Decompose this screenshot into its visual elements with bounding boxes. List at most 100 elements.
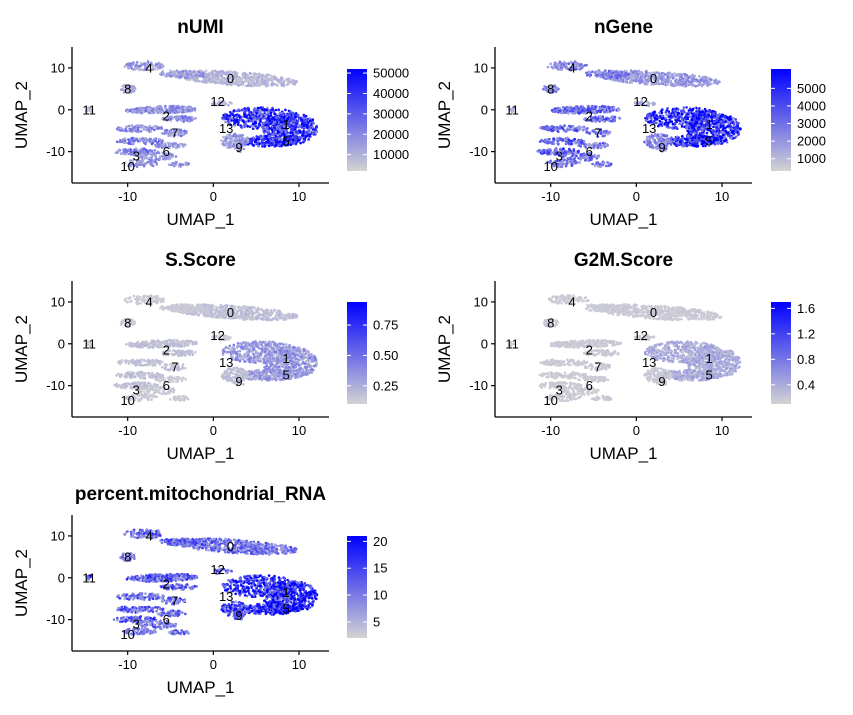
cell-point <box>177 165 181 168</box>
cell-point <box>291 111 295 115</box>
cell-point <box>217 77 220 80</box>
cell-point <box>592 146 596 150</box>
cell-point <box>605 164 608 168</box>
cell-point <box>149 137 152 141</box>
cell-point <box>135 124 138 128</box>
cell-point <box>579 141 582 144</box>
cell-point <box>273 77 276 81</box>
cell-point <box>700 84 704 88</box>
cell-point <box>571 128 575 132</box>
cell-point <box>246 137 249 140</box>
cell-point <box>666 72 670 75</box>
cell-point <box>542 87 545 91</box>
cell-point <box>270 75 274 78</box>
cell-point <box>156 65 160 68</box>
cluster-label: 9 <box>235 140 242 155</box>
cell-point <box>258 142 261 145</box>
cell-point <box>244 139 247 143</box>
cell-point <box>678 115 681 119</box>
cell-point <box>291 81 294 85</box>
cell-point <box>248 125 252 129</box>
cell-point <box>280 83 284 87</box>
cell-point <box>281 79 285 83</box>
cell-point <box>554 62 558 65</box>
cell-point <box>213 78 217 81</box>
cluster-label: 0 <box>227 71 234 86</box>
cell-point <box>572 153 575 156</box>
cell-point <box>274 108 278 112</box>
cell-point <box>576 64 580 67</box>
cell-point <box>300 119 303 123</box>
cell-point <box>620 70 624 74</box>
cell-point <box>581 109 584 112</box>
cell-point <box>171 116 175 120</box>
cell-point <box>187 76 191 80</box>
cell-point <box>307 121 310 124</box>
cell-point <box>244 110 248 113</box>
cell-point <box>258 72 261 76</box>
cell-point <box>572 148 576 151</box>
cell-point <box>157 151 161 155</box>
cell-point <box>625 75 629 78</box>
cell-point <box>261 145 264 148</box>
cell-point <box>238 115 242 119</box>
cell-point <box>269 143 273 147</box>
cell-point <box>618 74 622 78</box>
cell-point <box>255 84 258 87</box>
cell-point <box>609 109 612 113</box>
cell-point <box>175 69 179 72</box>
cell-point <box>593 71 597 74</box>
cell-point <box>658 111 661 115</box>
cell-point <box>698 75 701 78</box>
cell-point <box>683 78 687 82</box>
cell-point <box>266 111 270 114</box>
cell-point <box>128 109 132 113</box>
cell-point <box>278 118 281 122</box>
cell-point <box>218 81 222 85</box>
cell-point <box>125 125 128 129</box>
colorbar-tick-label: 10000 <box>373 147 409 162</box>
cell-point <box>547 127 550 130</box>
cell-point <box>124 150 127 153</box>
cell-point <box>596 146 600 150</box>
cell-point <box>653 114 657 118</box>
cell-point <box>148 156 151 159</box>
cell-point <box>666 124 669 127</box>
cluster-label: 1 <box>283 117 290 132</box>
cell-point <box>127 139 131 143</box>
cell-point <box>685 106 688 109</box>
cell-point <box>588 132 591 135</box>
cell-point <box>297 138 300 142</box>
cell-point <box>565 141 568 145</box>
cell-point <box>229 101 233 104</box>
cell-point <box>187 109 190 112</box>
cell-point <box>218 75 221 78</box>
cell-point <box>134 64 137 67</box>
cell-point <box>172 72 176 76</box>
cell-point <box>674 113 678 116</box>
cell-point <box>261 106 265 109</box>
cell-point <box>218 72 221 75</box>
cell-point <box>676 127 679 130</box>
cell-point <box>561 138 565 141</box>
cell-point <box>165 131 168 135</box>
cell-point <box>680 113 684 116</box>
cell-point <box>573 111 576 115</box>
y-axis-label: UMAP_2 <box>12 81 31 149</box>
cell-point <box>297 124 301 128</box>
cell-point <box>599 109 603 113</box>
cell-point <box>567 138 571 141</box>
cell-point <box>247 84 250 87</box>
cell-point <box>172 164 176 168</box>
cell-point <box>706 76 710 80</box>
cell-point <box>137 126 140 130</box>
cell-point <box>608 130 612 134</box>
cell-point <box>251 127 255 130</box>
cell-point <box>272 82 275 86</box>
cell-point <box>121 152 124 156</box>
cell-point <box>554 127 557 130</box>
cell-point <box>686 113 690 116</box>
cell-point <box>249 140 253 144</box>
cell-point <box>594 141 598 145</box>
cell-point <box>150 142 154 146</box>
